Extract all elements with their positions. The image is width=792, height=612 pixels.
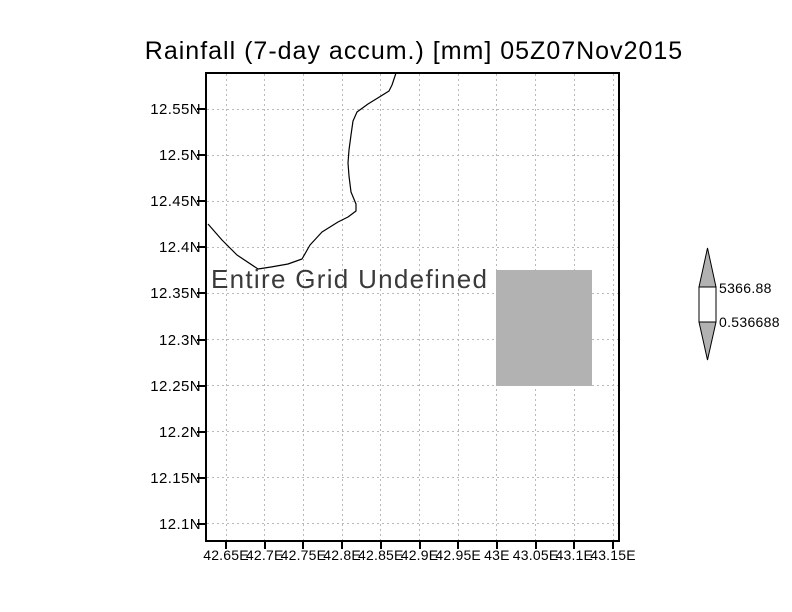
lon-tick-label: 42.7E xyxy=(245,547,284,563)
lat-gridline xyxy=(207,246,618,248)
lat-tick xyxy=(197,154,205,157)
lat-gridline xyxy=(207,385,618,387)
lat-tick xyxy=(197,292,205,295)
lon-tick-label: 43.15E xyxy=(590,547,636,563)
lat-tick xyxy=(197,430,205,433)
lon-tick-label: 42.9E xyxy=(400,547,439,563)
lat-gridline xyxy=(207,431,618,433)
lon-gridline xyxy=(380,74,382,540)
lon-tick xyxy=(341,542,344,549)
lat-tick-label: 12.5N xyxy=(158,147,201,165)
lat-tick xyxy=(197,522,205,525)
lat-tick-label: 12.3N xyxy=(158,331,201,349)
colorbar-body xyxy=(698,286,717,323)
lon-tick-label: 42.65E xyxy=(203,547,249,563)
lat-tick-label: 12.2N xyxy=(158,423,201,441)
lon-tick xyxy=(495,542,498,549)
lon-tick xyxy=(534,542,537,549)
lon-gridline xyxy=(302,74,304,540)
undefined-grid-annotation: Entire Grid Undefined xyxy=(211,264,489,294)
lon-tick-label: 42.95E xyxy=(435,547,481,563)
lon-gridline xyxy=(457,74,459,540)
lat-gridline xyxy=(207,108,618,110)
lon-gridline xyxy=(419,74,420,540)
lat-gridline xyxy=(207,523,618,525)
lat-tick xyxy=(197,338,205,341)
lat-tick-label: 12.35N xyxy=(150,285,201,303)
lat-gridline xyxy=(207,200,618,202)
lat-gridline xyxy=(207,339,618,340)
colorbar xyxy=(698,247,717,361)
colorbar-upper-triangle xyxy=(698,247,717,288)
lon-tick xyxy=(612,542,614,549)
lat-tick xyxy=(197,108,205,110)
lat-tick xyxy=(197,476,205,479)
lon-gridline xyxy=(612,74,614,540)
lat-gridline xyxy=(207,292,618,294)
lon-tick-label: 42.85E xyxy=(358,547,404,563)
lon-tick xyxy=(302,542,305,549)
lat-tick xyxy=(197,246,205,249)
lat-tick-label: 12.15N xyxy=(150,469,201,487)
lon-gridline xyxy=(225,74,227,540)
lon-tick xyxy=(457,542,460,549)
masked-data-region xyxy=(496,270,592,386)
lon-tick-label: 43E xyxy=(484,547,510,563)
lon-tick xyxy=(418,542,421,549)
lat-gridline xyxy=(207,154,618,156)
lon-gridline xyxy=(264,74,266,540)
lat-tick-label: 12.25N xyxy=(150,377,201,395)
lat-tick xyxy=(197,384,205,387)
lat-tick-label: 12.1N xyxy=(158,515,201,533)
lat-tick-label: 12.45N xyxy=(150,193,201,211)
lon-tick xyxy=(573,542,576,549)
lat-gridline xyxy=(207,477,618,479)
lon-tick-label: 43.05E xyxy=(512,547,559,563)
colorbar-min-label: 0.536688 xyxy=(719,314,780,330)
lat-tick xyxy=(197,200,205,203)
plot-area-border xyxy=(205,72,620,542)
colorbar-max-label: 5366.88 xyxy=(719,280,772,296)
lon-tick xyxy=(379,542,382,549)
lon-tick xyxy=(225,542,227,549)
colorbar-lower-triangle xyxy=(698,321,717,361)
lon-gridline xyxy=(341,74,343,540)
plot-title: Rainfall (7-day accum.) [mm] 05Z07Nov201… xyxy=(144,37,684,65)
lat-tick-label: 12.55N xyxy=(150,101,201,118)
lon-tick-label: 42.75E xyxy=(280,547,327,563)
lat-tick-label: 12.4N xyxy=(158,239,201,257)
lon-tick xyxy=(263,542,266,549)
lon-tick-label: 42.8E xyxy=(323,547,361,563)
lon-tick-label: 43.1E xyxy=(555,547,594,563)
